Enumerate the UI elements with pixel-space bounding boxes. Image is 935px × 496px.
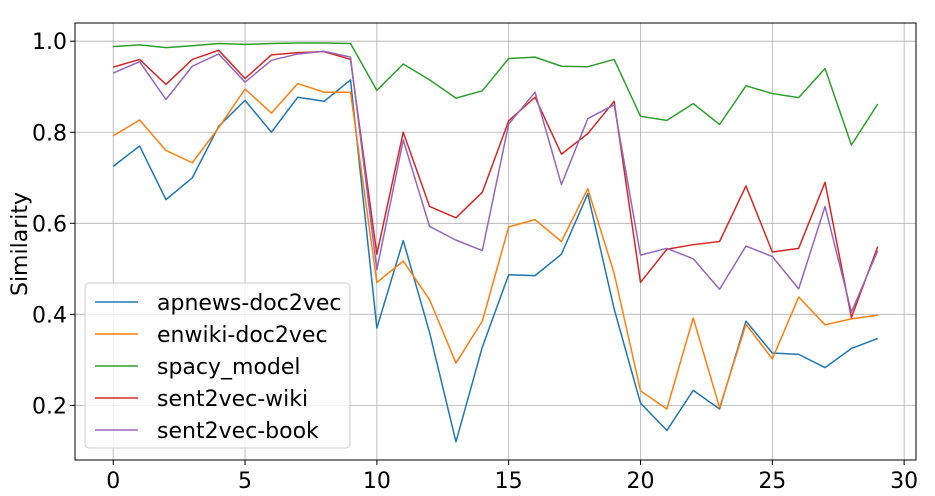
x-tick-label: 30 (890, 469, 918, 492)
series-line-sent2vec-wiki (113, 49, 879, 319)
y-tick-label: 0.8 (32, 121, 67, 146)
legend-label-apnews-doc2vec: apnews-doc2vec (157, 291, 342, 316)
legend-label-sent2vec-book: sent2vec-book (157, 419, 319, 444)
legend-label-sent2vec-wiki: sent2vec-wiki (157, 387, 308, 412)
x-tick-label: 5 (238, 469, 252, 492)
y-tick-label: 0.4 (32, 303, 67, 328)
series-line-sent2vec-book (112, 50, 879, 313)
x-tick-label: 25 (758, 469, 786, 492)
y-axis-label: Similarity (8, 192, 33, 296)
ticks-layer: 0 5 10 15 20 25 30 0.2 0.4 0.6 0.8 1.0 (32, 30, 918, 494)
x-tick-label: 20 (627, 469, 655, 492)
series-line-enwiki-doc2vec (112, 82, 878, 410)
x-tick-label: 15 (495, 469, 523, 492)
y-tick-label: 0.6 (32, 212, 67, 237)
y-tick-label: 0.2 (32, 394, 67, 419)
legend-box (84, 282, 351, 449)
series-line-spacy_model (113, 42, 879, 146)
y-tick-label: 1.0 (32, 30, 67, 55)
plot-frame (74, 22, 917, 461)
legend: apnews-doc2vec enwiki-doc2vec spacy_models… (84, 282, 351, 449)
legend-label-spacy_model: spacy_model (157, 355, 301, 380)
x-tick-label: 10 (363, 469, 391, 492)
series-layer (112, 42, 879, 443)
axes-layer (74, 22, 917, 461)
series-line-apnews-doc2vec (112, 79, 879, 443)
legend-label-enwiki-doc2vec: enwiki-doc2vec (157, 323, 328, 348)
x-tick-label: 0 (106, 469, 120, 492)
